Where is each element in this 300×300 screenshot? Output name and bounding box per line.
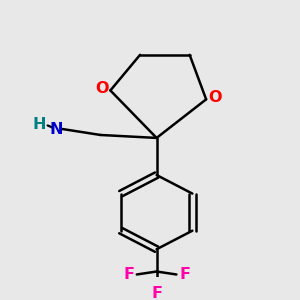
Text: O: O [95, 82, 109, 97]
Text: H: H [32, 117, 46, 132]
Text: F: F [151, 286, 162, 300]
Text: F: F [123, 267, 134, 282]
Text: F: F [179, 267, 190, 282]
Text: N: N [49, 122, 63, 136]
Text: O: O [208, 90, 222, 105]
